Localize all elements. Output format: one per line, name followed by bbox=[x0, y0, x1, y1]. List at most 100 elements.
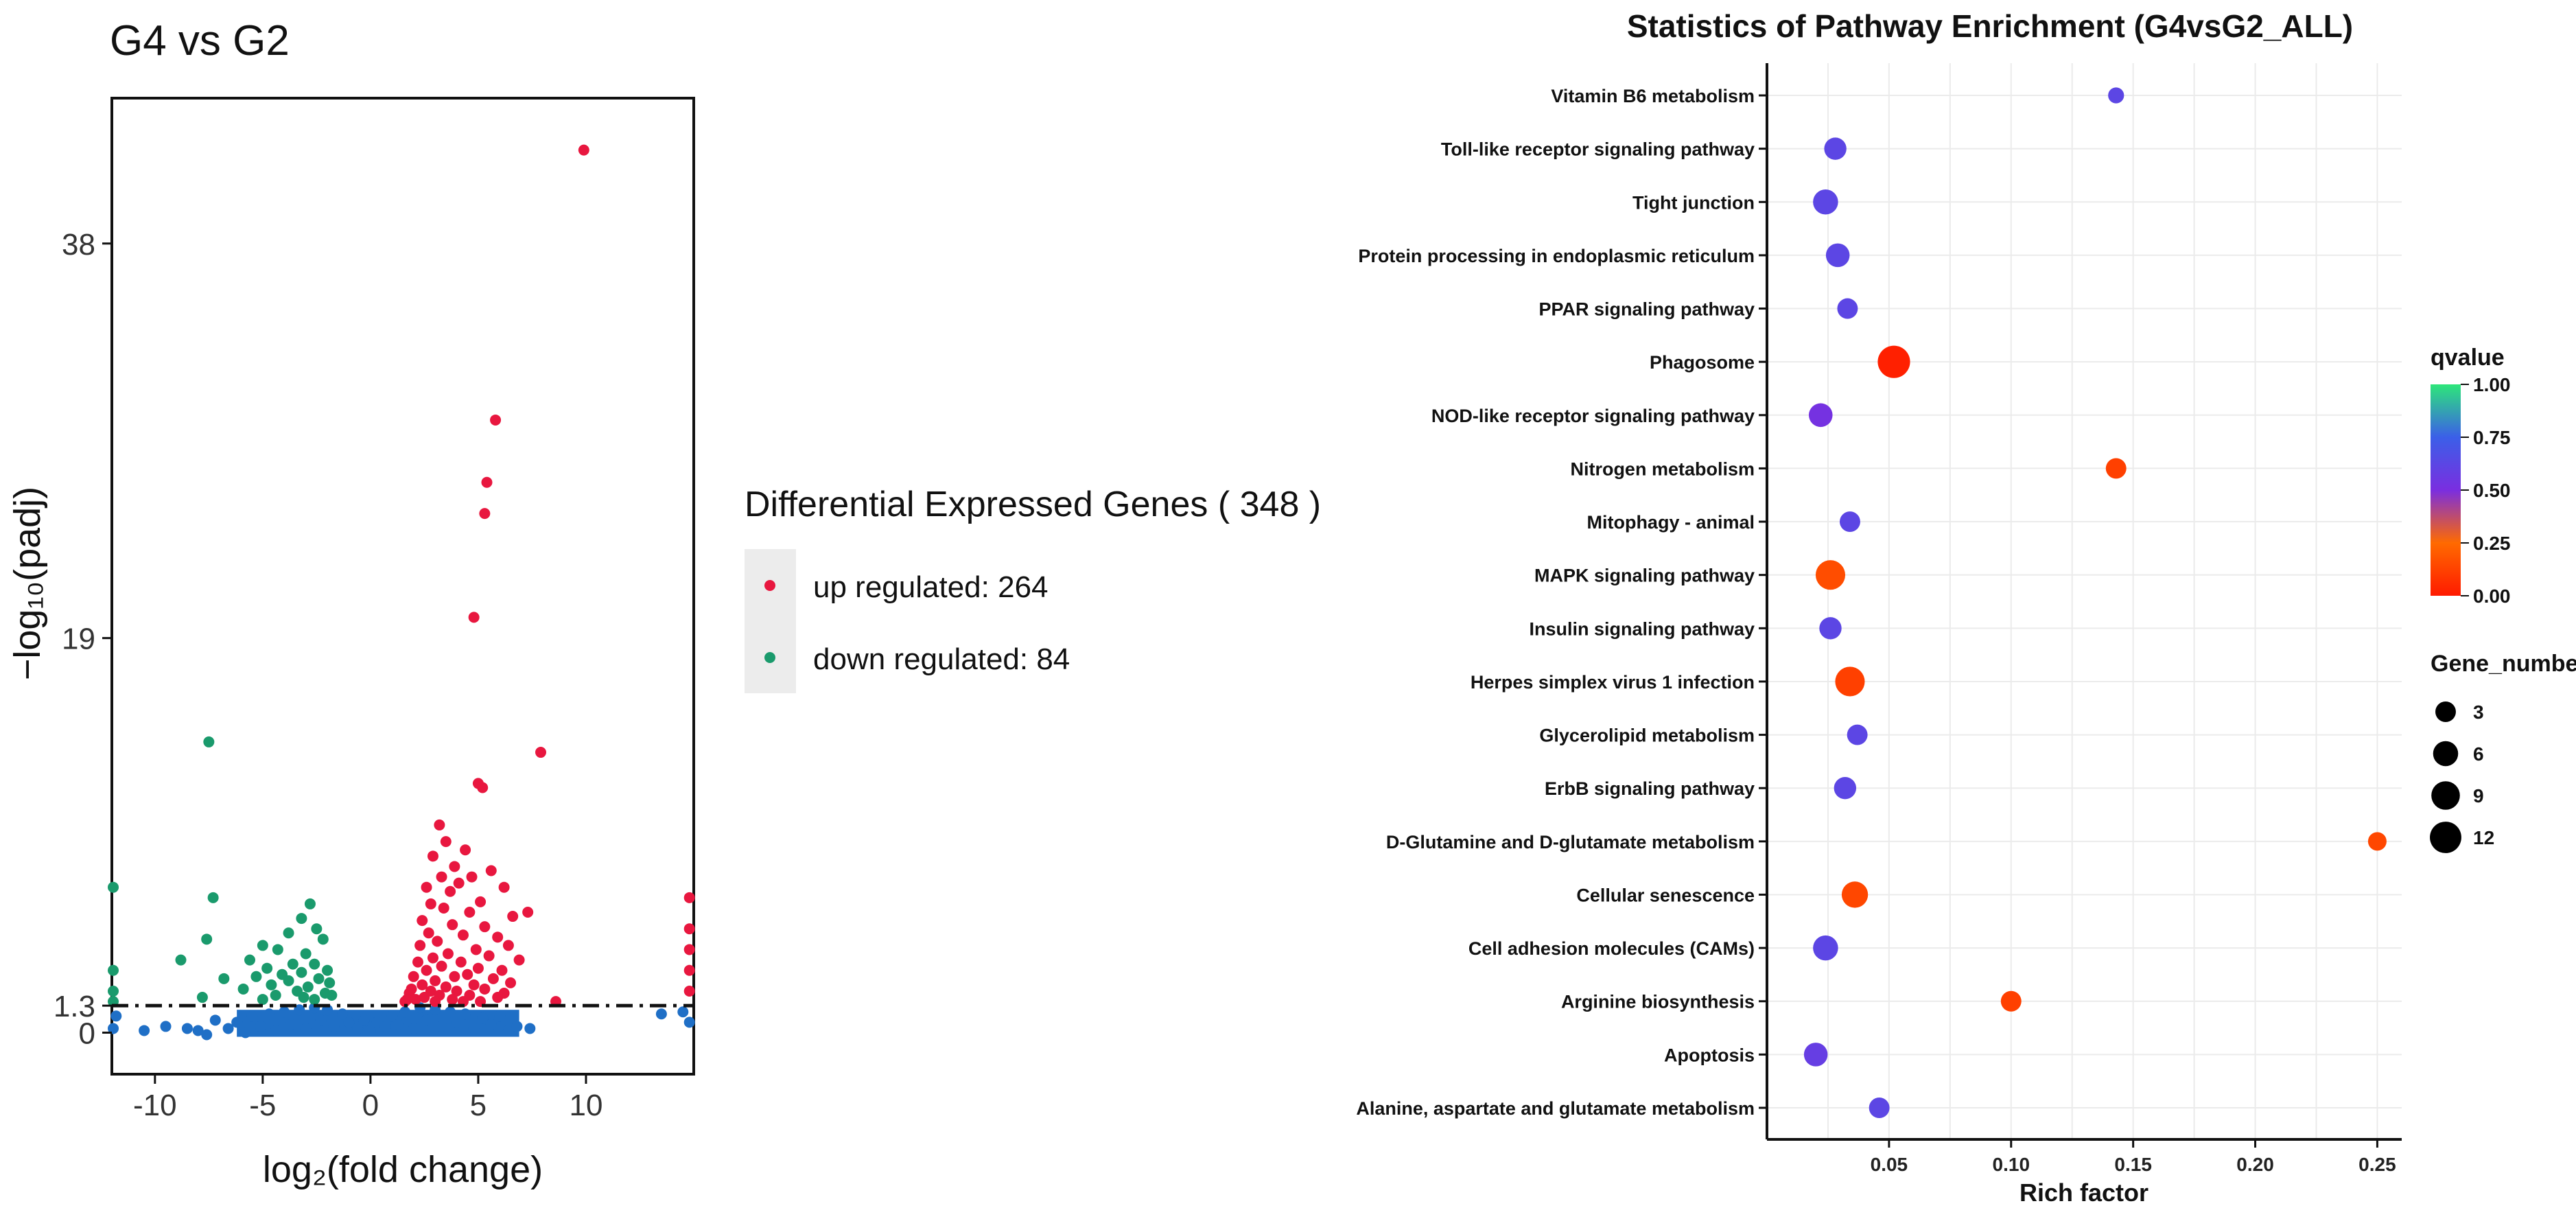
volcano-point-up bbox=[492, 992, 504, 1003]
enrichment-bubble bbox=[1835, 666, 1865, 697]
volcano-point-up bbox=[436, 871, 447, 883]
gene-number-size-label: 12 bbox=[2473, 827, 2494, 848]
volcano-point-ns bbox=[246, 1010, 258, 1022]
volcano-point-down bbox=[201, 933, 213, 945]
enrichment-bubble bbox=[2108, 87, 2124, 104]
volcano-point-up bbox=[683, 944, 695, 955]
volcano-point-up bbox=[436, 960, 447, 972]
enrichment-category-label: Alanine, aspartate and glutamate metabol… bbox=[1356, 1098, 1755, 1119]
volcano-point-ns bbox=[337, 1008, 349, 1020]
volcano-point-down bbox=[108, 964, 119, 976]
volcano-point-up bbox=[440, 981, 452, 992]
volcano-point-ns bbox=[451, 1017, 462, 1028]
volcano-point-up bbox=[434, 819, 445, 831]
volcano-point-up bbox=[468, 612, 480, 623]
enrichment-category-label: Phagosome bbox=[1650, 352, 1755, 373]
enrichment-category-label: Herpes simplex virus 1 infection bbox=[1471, 672, 1755, 693]
volcano-point-ns bbox=[477, 1012, 489, 1024]
volcano-point-down bbox=[309, 958, 320, 970]
enrichment-category-labels: Vitamin B6 metabolism Toll-like receptor … bbox=[1356, 86, 1767, 1119]
volcano-point-ns bbox=[421, 1014, 432, 1026]
volcano-point-up bbox=[432, 936, 443, 947]
gene-number-legend-title: Gene_number bbox=[2431, 651, 2576, 677]
volcano-point-ns bbox=[209, 1014, 221, 1026]
volcano-point-ns bbox=[239, 1027, 251, 1038]
volcano-point-up bbox=[483, 950, 495, 962]
volcano-point-up bbox=[472, 962, 484, 974]
enrichment-x-label: Rich factor bbox=[2019, 1179, 2148, 1207]
enrichment-plot-area bbox=[1767, 63, 2402, 1139]
enrichment-x-tick-label: 0.15 bbox=[2114, 1154, 2152, 1175]
enrichment-bubble bbox=[1837, 298, 1858, 319]
volcano-point-ns bbox=[468, 1023, 480, 1034]
volcano-point-up bbox=[399, 996, 411, 1008]
volcano-point-down bbox=[304, 898, 316, 909]
enrichment-x-ticks: 0.05 0.10 0.15 0.20 0.25 bbox=[1871, 1139, 2396, 1175]
volcano-x-tick-label: -5 bbox=[249, 1089, 276, 1122]
volcano-point-up bbox=[447, 919, 458, 931]
volcano-point-ns bbox=[494, 1010, 506, 1022]
volcano-point-ns bbox=[386, 1010, 398, 1022]
volcano-point-up bbox=[410, 994, 421, 1006]
volcano-point-ns bbox=[294, 1004, 305, 1016]
qvalue-tick-label: 0.00 bbox=[2473, 585, 2511, 607]
volcano-point-up bbox=[487, 973, 499, 984]
volcano-point-up bbox=[442, 948, 454, 960]
volcano-point-up bbox=[408, 971, 419, 982]
volcano-point-down bbox=[283, 927, 294, 939]
volcano-point-up bbox=[683, 964, 695, 976]
enrichment-bubble bbox=[1813, 935, 1838, 961]
volcano-point-ns bbox=[677, 1006, 689, 1018]
volcano-point-up bbox=[438, 902, 449, 914]
volcano-point-down bbox=[175, 954, 187, 966]
volcano-legend-title: Differential Expressed Genes ( 348 ) bbox=[745, 485, 1321, 524]
legend-up-label: up regulated: 264 bbox=[813, 570, 1049, 604]
enrichment-bubble bbox=[1847, 724, 1868, 745]
volcano-y-ticks: 01.3 19 38 bbox=[54, 228, 112, 1050]
volcano-y-tick-label: 0 bbox=[79, 1017, 95, 1050]
enrichment-category-label: ErbB signaling pathway bbox=[1545, 778, 1755, 799]
enrichment-bubble bbox=[1803, 1043, 1828, 1067]
volcano-x-tick-label: 5 bbox=[470, 1089, 487, 1122]
volcano-point-up bbox=[475, 896, 487, 907]
volcano-point-up bbox=[485, 865, 497, 876]
volcano-point-down bbox=[296, 913, 307, 925]
volcano-point-up bbox=[421, 964, 432, 976]
enrichment-bubble bbox=[1834, 777, 1857, 800]
enrichment-bubble bbox=[1819, 617, 1842, 640]
gene-number-size-legend: 3 6 9 12 bbox=[2430, 701, 2494, 853]
volcano-point-ns bbox=[160, 1021, 172, 1032]
volcano-point-down bbox=[302, 981, 314, 992]
gene-number-size-label: 6 bbox=[2473, 743, 2484, 765]
enrichment-bubble bbox=[1808, 403, 1833, 428]
volcano-point-up bbox=[502, 940, 514, 951]
volcano-point-ns bbox=[408, 1023, 419, 1034]
volcano-point-ns bbox=[352, 1023, 364, 1034]
volcano-ns-points bbox=[108, 1002, 695, 1041]
volcano-point-up bbox=[477, 782, 489, 793]
volcano-x-tick-label: -10 bbox=[133, 1089, 177, 1122]
volcano-point-up bbox=[479, 983, 491, 995]
volcano-point-down bbox=[311, 923, 323, 935]
volcano-legend-key-background bbox=[745, 549, 796, 693]
enrichment-legend: qvalue 1.000.750.500.250.00 Gene_number … bbox=[2430, 345, 2576, 853]
volcano-point-down bbox=[324, 977, 336, 988]
volcano-down-points bbox=[108, 736, 338, 1008]
qvalue-tick-label: 0.25 bbox=[2473, 533, 2511, 554]
volcano-point-down bbox=[313, 973, 325, 984]
volcano-point-up bbox=[505, 977, 517, 988]
volcano-x-ticks: -10 -5 0 5 10 bbox=[133, 1074, 602, 1122]
volcano-point-ns bbox=[222, 1023, 234, 1034]
legend-down-label: down regulated: 84 bbox=[813, 642, 1070, 676]
volcano-point-up bbox=[492, 931, 504, 943]
volcano-point-ns bbox=[683, 1017, 695, 1028]
volcano-point-ns bbox=[393, 1019, 404, 1030]
volcano-point-down bbox=[196, 992, 208, 1003]
volcano-point-up bbox=[417, 979, 428, 990]
legend-up-dot bbox=[764, 580, 775, 591]
enrichment-bubble bbox=[2105, 458, 2127, 479]
volcano-up-points bbox=[399, 144, 695, 1008]
enrichment-bubble bbox=[1825, 243, 1850, 268]
volcano-point-up bbox=[445, 885, 456, 897]
